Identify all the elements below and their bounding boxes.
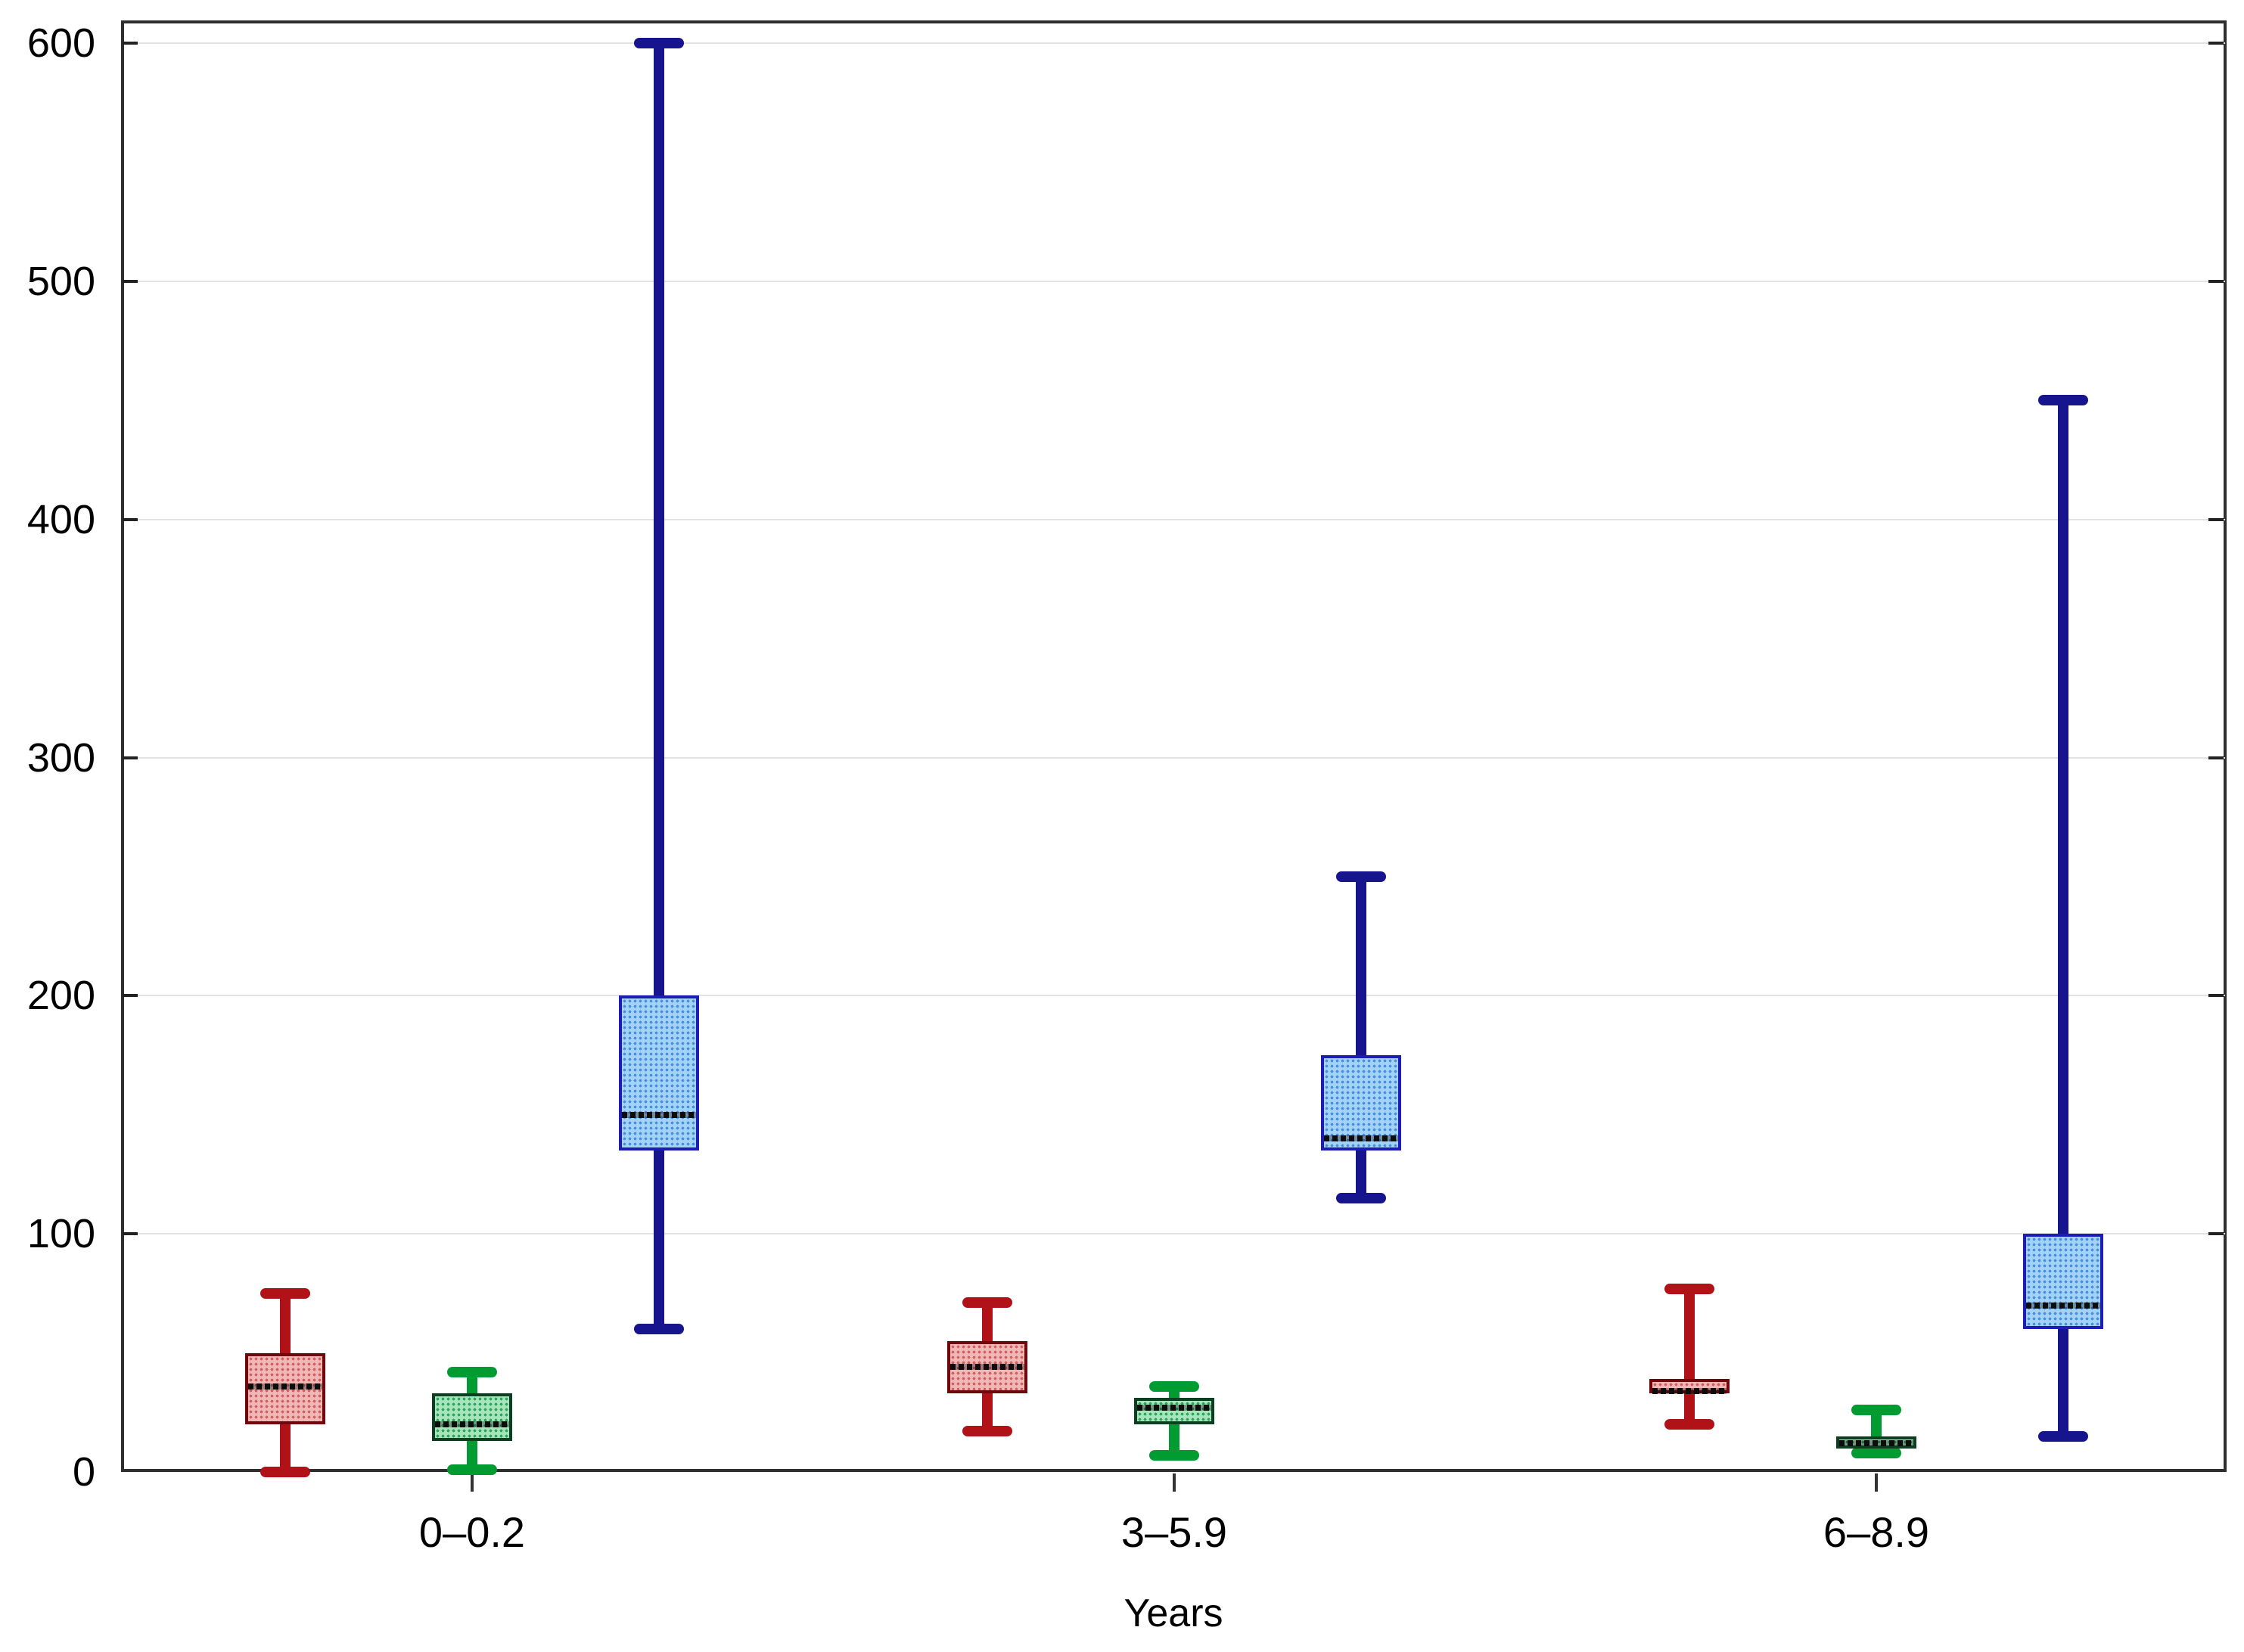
whisker-cap-max-blue-2: [2038, 395, 2088, 406]
ytick-left-400: [123, 517, 138, 521]
median-blue-1: [1324, 1135, 1398, 1142]
whisker-cap-max-red-0: [260, 1287, 310, 1299]
whisker-upper-red-1: [982, 1303, 993, 1341]
whisker-upper-green-2: [1871, 1410, 1882, 1436]
whisker-cap-max-blue-1: [1336, 871, 1386, 882]
plot-area: [121, 20, 2227, 1472]
ytick-left-300: [123, 756, 138, 759]
whisker-cap-max-blue-0: [634, 38, 684, 48]
whisker-cap-min-green-2: [1851, 1447, 1901, 1458]
xtick-1: [1173, 1473, 1176, 1492]
ytick-right-400: [2208, 517, 2224, 521]
whisker-upper-red-0: [280, 1293, 291, 1353]
box-green-1: [1134, 1398, 1214, 1425]
whisker-upper-blue-2: [2058, 400, 2068, 1234]
whisker-cap-max-green-2: [1851, 1405, 1901, 1416]
gridline-400: [124, 518, 2225, 520]
median-green-0: [435, 1421, 509, 1428]
ytick-label-600: 600: [26, 20, 95, 66]
ytick-label-300: 300: [26, 734, 95, 781]
ytick-label-500: 500: [26, 258, 95, 304]
cat-label-0: 0–0.2: [418, 1508, 526, 1556]
whisker-cap-min-red-1: [962, 1426, 1012, 1437]
ytick-right-300: [2208, 756, 2224, 759]
median-green-1: [1137, 1404, 1211, 1411]
whisker-cap-min-red-2: [1664, 1419, 1714, 1430]
cat-label-1: 3–5.9: [1120, 1508, 1228, 1556]
xtick-2: [1875, 1473, 1878, 1492]
whisker-lower-green-0: [467, 1441, 477, 1470]
gridline-500: [124, 280, 2225, 282]
whisker-cap-min-blue-0: [634, 1324, 684, 1335]
whisker-upper-blue-0: [654, 43, 664, 996]
whisker-lower-green-1: [1169, 1424, 1179, 1455]
ytick-left-100: [123, 1232, 138, 1236]
whisker-lower-blue-2: [2058, 1329, 2068, 1436]
box-blue-0: [619, 995, 699, 1150]
ytick-right-600: [2208, 42, 2224, 45]
median-red-0: [248, 1383, 322, 1390]
xtick-0: [471, 1473, 474, 1492]
gridline-300: [124, 756, 2225, 759]
whisker-cap-max-red-2: [1664, 1283, 1714, 1294]
median-blue-0: [622, 1111, 696, 1118]
box-blue-1: [1321, 1055, 1401, 1150]
median-red-1: [950, 1364, 1024, 1371]
whisker-cap-min-green-1: [1149, 1449, 1199, 1461]
ytick-label-400: 400: [26, 496, 95, 542]
x-axis-title: Years: [1124, 1591, 1223, 1635]
ytick-left-600: [123, 42, 138, 45]
whisker-upper-red-2: [1684, 1288, 1695, 1380]
cat-label-2: 6–8.9: [1823, 1508, 1930, 1556]
gridline-100: [124, 1233, 2225, 1235]
whisker-lower-blue-1: [1356, 1150, 1366, 1198]
whisker-cap-max-red-1: [962, 1297, 1012, 1309]
whisker-cap-min-green-0: [447, 1464, 497, 1475]
ytick-right-200: [2208, 994, 2224, 998]
ytick-left-500: [123, 279, 138, 283]
whisker-cap-max-green-1: [1149, 1380, 1199, 1392]
whisker-cap-min-blue-2: [2038, 1430, 2088, 1442]
ytick-label-200: 200: [26, 973, 95, 1019]
whisker-cap-max-green-0: [447, 1366, 497, 1377]
ytick-label-100: 100: [26, 1211, 95, 1257]
whisker-lower-red-0: [280, 1424, 291, 1472]
whisker-lower-red-2: [1684, 1393, 1695, 1425]
ytick-right-500: [2208, 279, 2224, 283]
gridline-200: [124, 995, 2225, 997]
whisker-lower-blue-0: [654, 1150, 664, 1330]
whisker-upper-green-0: [467, 1371, 477, 1394]
whisker-upper-blue-1: [1356, 876, 1366, 1056]
ytick-right-100: [2208, 1232, 2224, 1236]
whisker-cap-min-red-0: [260, 1467, 310, 1477]
gridline-600: [124, 42, 2225, 44]
box-green-0: [432, 1393, 512, 1442]
ytick-left-200: [123, 994, 138, 998]
ytick-label-0: 0: [72, 1449, 95, 1495]
median-green-2: [1839, 1440, 1913, 1447]
box-blue-2: [2023, 1234, 2103, 1330]
median-blue-2: [2026, 1302, 2100, 1309]
whisker-cap-min-blue-1: [1336, 1192, 1386, 1203]
whisker-lower-red-1: [982, 1393, 993, 1432]
median-red-2: [1652, 1387, 1727, 1394]
